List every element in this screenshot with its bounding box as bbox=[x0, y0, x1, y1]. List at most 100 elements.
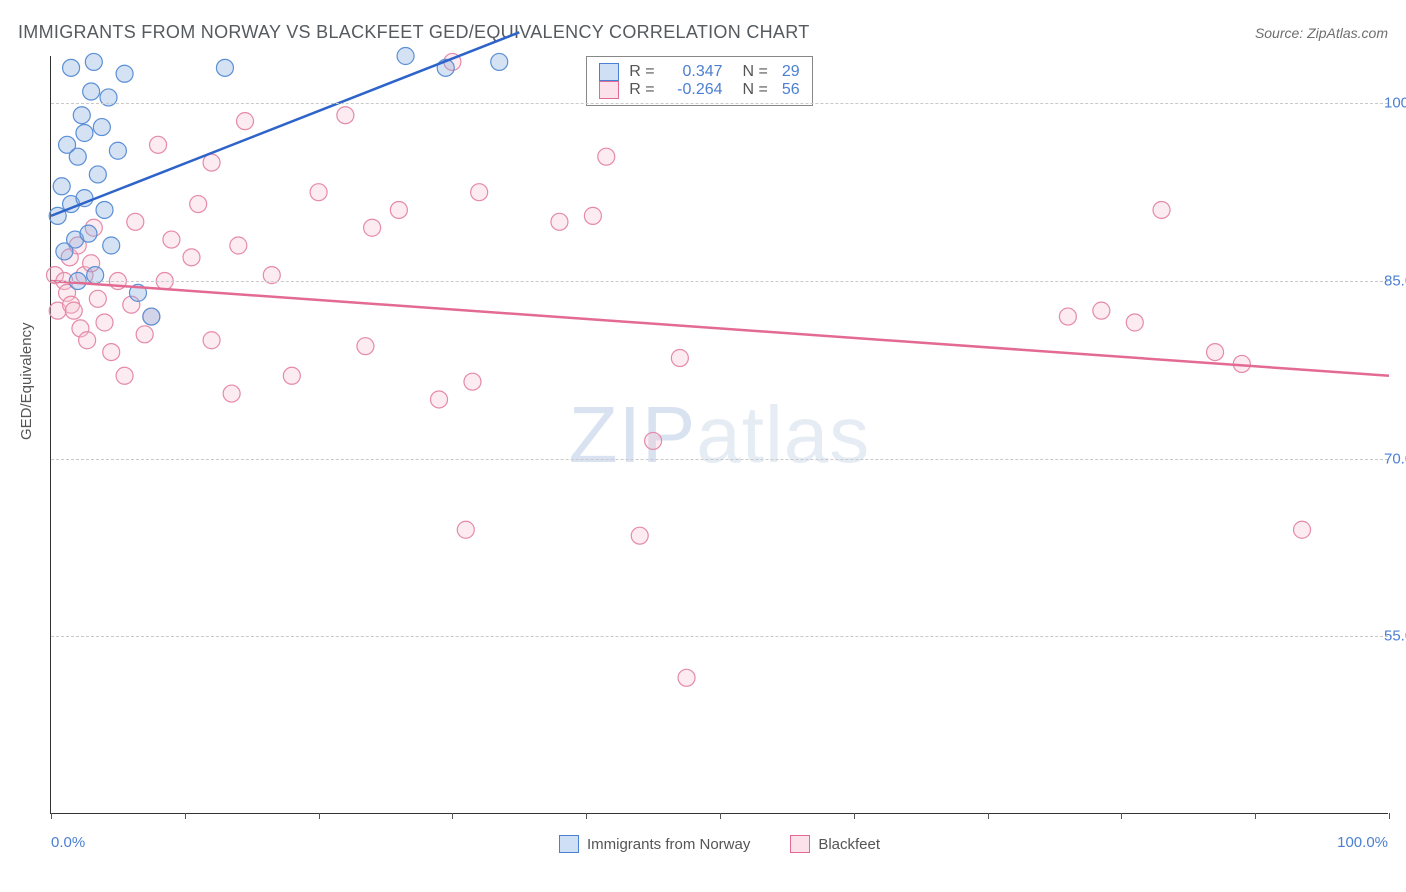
x-tick bbox=[452, 813, 453, 819]
legend-stats-row-norway: R = 0.347 N = 29 bbox=[599, 63, 799, 81]
source-prefix: Source: bbox=[1255, 25, 1307, 41]
source-credit: Source: ZipAtlas.com bbox=[1255, 25, 1388, 41]
scatter-point bbox=[357, 338, 374, 355]
scatter-point bbox=[337, 107, 354, 124]
trend-line bbox=[51, 281, 1389, 376]
title-row: IMMIGRANTS FROM NORWAY VS BLACKFEET GED/… bbox=[18, 22, 1388, 43]
scatter-point bbox=[83, 83, 100, 100]
gridline-h bbox=[51, 459, 1388, 460]
r-label: R = bbox=[629, 81, 654, 99]
legend-item-norway: Immigrants from Norway bbox=[559, 835, 750, 853]
r-value-blackfeet: -0.264 bbox=[669, 81, 723, 99]
scatter-point bbox=[73, 107, 90, 124]
scatter-point bbox=[1153, 201, 1170, 218]
swatch-blue bbox=[599, 63, 619, 81]
scatter-point bbox=[203, 332, 220, 349]
trend-line bbox=[51, 32, 519, 216]
scatter-point bbox=[203, 154, 220, 171]
scatter-point bbox=[431, 391, 448, 408]
scatter-point bbox=[116, 367, 133, 384]
scatter-point bbox=[397, 48, 414, 65]
scatter-point bbox=[230, 237, 247, 254]
scatter-point bbox=[89, 290, 106, 307]
scatter-point bbox=[223, 385, 240, 402]
y-tick-label: 85.0% bbox=[1384, 273, 1406, 290]
scatter-point bbox=[76, 124, 93, 141]
scatter-point bbox=[103, 237, 120, 254]
scatter-point bbox=[109, 142, 126, 159]
n-value-blackfeet: 56 bbox=[782, 81, 800, 99]
swatch-pink bbox=[790, 835, 810, 853]
legend-series: Immigrants from Norway Blackfeet bbox=[51, 835, 1388, 853]
scatter-point bbox=[283, 367, 300, 384]
scatter-point bbox=[1207, 344, 1224, 361]
y-tick-label: 100.0% bbox=[1384, 95, 1406, 112]
scatter-point bbox=[69, 148, 86, 165]
scatter-point bbox=[85, 53, 102, 70]
scatter-point bbox=[678, 669, 695, 686]
plot-svg bbox=[51, 56, 1388, 813]
y-tick-label: 70.0% bbox=[1384, 450, 1406, 467]
scatter-point bbox=[89, 166, 106, 183]
scatter-point bbox=[163, 231, 180, 248]
scatter-point bbox=[65, 302, 82, 319]
scatter-point bbox=[491, 53, 508, 70]
n-label: N = bbox=[743, 81, 768, 99]
scatter-point bbox=[631, 527, 648, 544]
scatter-point bbox=[551, 213, 568, 230]
x-min-label: 0.0% bbox=[51, 834, 85, 851]
scatter-point bbox=[310, 184, 327, 201]
scatter-point bbox=[216, 59, 233, 76]
x-tick bbox=[586, 813, 587, 819]
scatter-point bbox=[93, 119, 110, 136]
x-tick bbox=[51, 813, 52, 819]
legend-label-norway: Immigrants from Norway bbox=[587, 836, 750, 853]
scatter-plot: ZIPatlas R = 0.347 N = 29 R = -0.264 N =… bbox=[50, 56, 1388, 814]
x-max-label: 100.0% bbox=[1337, 834, 1388, 851]
scatter-point bbox=[127, 213, 144, 230]
x-tick bbox=[1389, 813, 1390, 819]
scatter-point bbox=[1126, 314, 1143, 331]
x-tick bbox=[185, 813, 186, 819]
scatter-point bbox=[53, 178, 70, 195]
swatch-pink bbox=[599, 81, 619, 99]
x-tick bbox=[988, 813, 989, 819]
x-tick bbox=[1121, 813, 1122, 819]
scatter-point bbox=[150, 136, 167, 153]
scatter-point bbox=[671, 350, 688, 367]
scatter-point bbox=[63, 59, 80, 76]
scatter-point bbox=[183, 249, 200, 266]
scatter-point bbox=[1294, 521, 1311, 538]
source-name: ZipAtlas.com bbox=[1307, 25, 1388, 41]
legend-label-blackfeet: Blackfeet bbox=[818, 836, 880, 853]
x-tick bbox=[854, 813, 855, 819]
scatter-point bbox=[457, 521, 474, 538]
scatter-point bbox=[136, 326, 153, 343]
scatter-point bbox=[364, 219, 381, 236]
scatter-point bbox=[1093, 302, 1110, 319]
scatter-point bbox=[96, 314, 113, 331]
swatch-blue bbox=[559, 835, 579, 853]
gridline-h bbox=[51, 281, 1388, 282]
chart-title: IMMIGRANTS FROM NORWAY VS BLACKFEET GED/… bbox=[18, 22, 810, 43]
r-value-norway: 0.347 bbox=[669, 63, 723, 81]
r-label: R = bbox=[629, 63, 654, 81]
scatter-point bbox=[79, 332, 96, 349]
scatter-point bbox=[1059, 308, 1076, 325]
scatter-point bbox=[116, 65, 133, 82]
legend-item-blackfeet: Blackfeet bbox=[790, 835, 880, 853]
scatter-point bbox=[190, 196, 207, 213]
x-tick bbox=[1255, 813, 1256, 819]
n-value-norway: 29 bbox=[782, 63, 800, 81]
scatter-point bbox=[584, 207, 601, 224]
scatter-point bbox=[143, 308, 160, 325]
y-axis-label: GED/Equivalency bbox=[18, 322, 35, 440]
scatter-point bbox=[80, 225, 97, 242]
x-tick bbox=[319, 813, 320, 819]
n-label: N = bbox=[743, 63, 768, 81]
scatter-point bbox=[471, 184, 488, 201]
legend-stats: R = 0.347 N = 29 R = -0.264 N = 56 bbox=[586, 56, 812, 106]
y-tick-label: 55.0% bbox=[1384, 628, 1406, 645]
scatter-point bbox=[390, 201, 407, 218]
scatter-point bbox=[103, 344, 120, 361]
